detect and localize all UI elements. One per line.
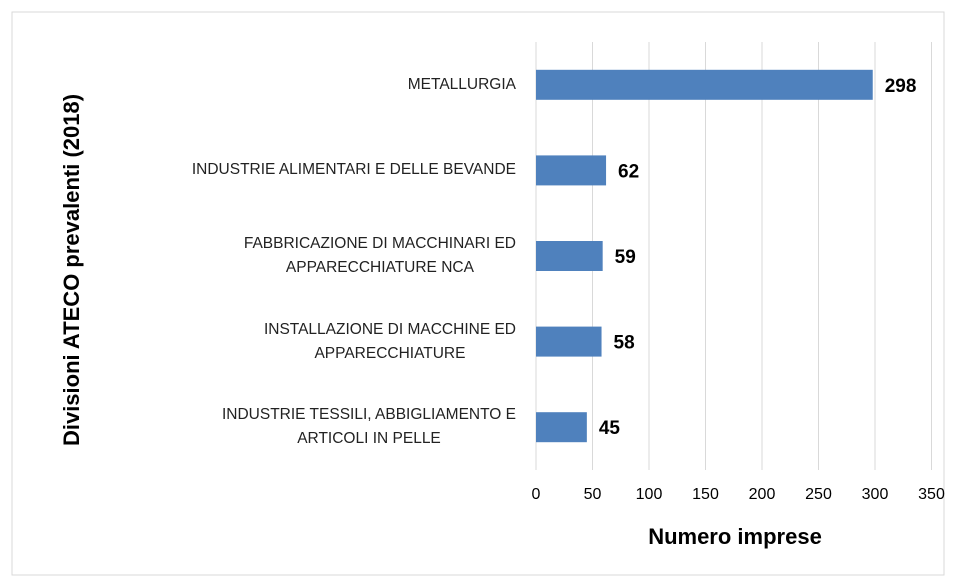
value-label: 62	[618, 161, 639, 182]
y-tick-label: METALLURGIA	[407, 75, 516, 93]
bar	[536, 326, 602, 357]
value-label: 45	[599, 418, 621, 439]
x-tick-label: 250	[805, 486, 832, 503]
bar	[536, 241, 603, 271]
value-label: 58	[614, 333, 635, 354]
y-tick-label: FABBRICAZIONE DI MACCHINARI ED APPARECCH…	[243, 235, 516, 276]
x-tick-label: 200	[749, 486, 776, 503]
y-tick-label: INDUSTRIE TESSILI, ABBIGLIAMENTO E ARTIC…	[221, 406, 516, 448]
x-tick-label: 100	[636, 486, 663, 503]
bar	[536, 69, 873, 100]
y-tick-label: INDUSTRIE ALIMENTARI E DELLE BEVANDE	[191, 161, 516, 179]
x-tick-label: 150	[692, 486, 719, 503]
value-label: 298	[885, 76, 917, 97]
bar	[536, 412, 587, 443]
x-tick-label: 0	[532, 486, 541, 503]
x-tick-label: 350	[918, 486, 945, 503]
x-tick-label: 300	[862, 486, 889, 503]
bar	[536, 155, 607, 186]
y-tick-label: INSTALLAZIONE DI MACCHINE ED APPARECCHIA…	[263, 320, 516, 362]
x-tick-label: 50	[584, 486, 602, 503]
value-label: 59	[615, 247, 636, 268]
y-axis-title: Divisioni ATECO prevalenti (2018)	[59, 94, 84, 446]
x-axis-title: Numero imprese	[648, 524, 822, 549]
chart-border	[11, 11, 945, 576]
